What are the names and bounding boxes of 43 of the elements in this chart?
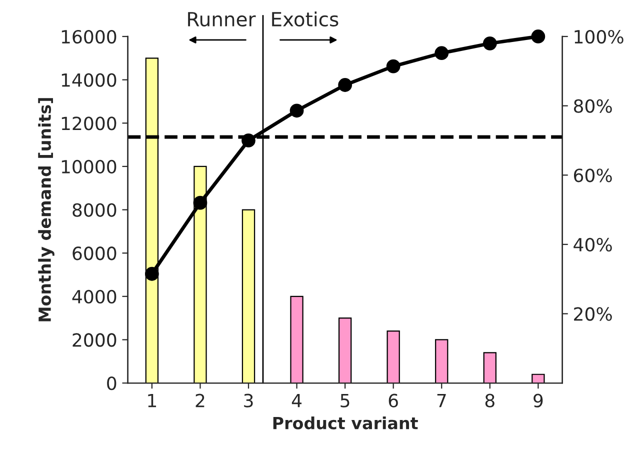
x-axis-title: Product variant — [273, 416, 418, 430]
x-tick-label: 7 — [437, 394, 446, 408]
x-tick-label: 1 — [148, 394, 156, 408]
y2-tick-label: 40% — [574, 238, 612, 252]
x-tick-label: 2 — [196, 394, 204, 408]
y-tick-label: 4000 — [72, 290, 116, 304]
y2-tick-label: 80% — [574, 99, 612, 113]
bar — [435, 339, 448, 384]
text: Exotics — [272, 11, 338, 27]
x-tick-label: 6 — [388, 394, 398, 408]
point — [242, 134, 256, 148]
point — [386, 59, 400, 74]
x-tick-label: 8 — [485, 394, 494, 408]
bar — [483, 352, 496, 384]
point — [531, 30, 546, 44]
y-tick-label: 16000 — [62, 30, 116, 44]
y-axis-title: Monthly demand [units] — [38, 98, 54, 322]
x-tick-label: 4 — [292, 394, 302, 408]
y-tick-label: 10000 — [62, 160, 116, 174]
point — [193, 196, 208, 210]
y-tick-label: 6000 — [72, 246, 116, 260]
y2-tick-label: 100% — [574, 30, 624, 44]
y-tick-label: 2000 — [72, 333, 116, 347]
y2-tick-label: 20% — [574, 307, 612, 321]
point — [338, 78, 352, 92]
y-tick-label: 12000 — [62, 116, 116, 130]
x-tick-label: 3 — [244, 394, 253, 408]
bar — [338, 318, 352, 384]
point — [290, 104, 304, 118]
x-tick-label: 5 — [340, 394, 350, 408]
y-tick-label: 0 — [107, 376, 116, 390]
bar — [242, 209, 256, 384]
text: Runner — [188, 12, 256, 27]
y-tick-label: 8000 — [72, 203, 116, 217]
point — [434, 46, 449, 60]
x-tick-label: 9 — [534, 394, 543, 408]
bar — [532, 374, 545, 384]
point — [144, 266, 159, 281]
bar — [290, 296, 304, 384]
point — [482, 36, 497, 50]
y2-tick-label: 60% — [574, 168, 612, 182]
y-tick-label: 14000 — [62, 73, 116, 87]
bar — [386, 330, 400, 384]
